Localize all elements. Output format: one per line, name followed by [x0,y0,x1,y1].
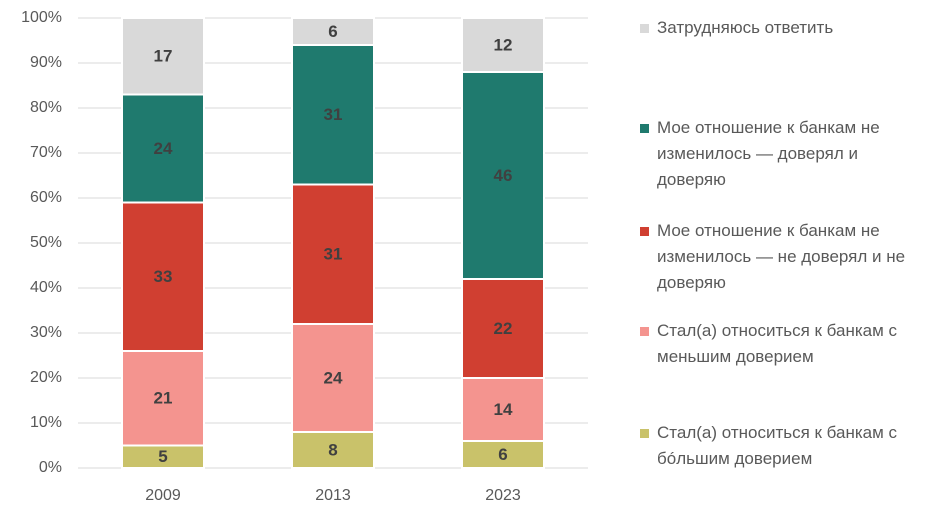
x-tick-label: 2009 [145,487,181,504]
data-label: 31 [324,105,343,124]
bar-segment [121,201,205,352]
legend-label: Стал(а) относиться к банкам с бóльшим до… [657,423,898,468]
y-tick-label: 70% [30,144,62,161]
legend-item: Стал(а) относиться к банкам с бóльшим до… [640,420,930,472]
y-tick-label: 100% [21,9,62,26]
y-tick-label: 60% [30,189,62,206]
legend-item: Мое отношение к банкам не изменилось — д… [640,115,930,193]
legend-item: Мое отношение к банкам не изменилось — н… [640,218,930,296]
data-label: 12 [494,35,513,54]
bar-segment [121,17,205,96]
legend-swatch [640,429,649,438]
bar-segment [291,17,375,46]
bar-segment [461,278,545,379]
y-tick-label: 50% [30,234,62,251]
data-label: 5 [158,447,167,466]
bar-segment [121,350,205,447]
y-tick-label: 90% [30,54,62,71]
data-label: 24 [154,139,173,158]
y-tick-label: 40% [30,279,62,296]
bar-segment [121,93,205,204]
y-tick-label: 80% [30,99,62,116]
x-tick-label: 2013 [315,487,351,504]
data-label: 24 [324,368,343,387]
y-tick-label: 30% [30,324,62,341]
data-label: 14 [494,400,513,419]
legend-swatch [640,24,649,33]
bar-segment [461,377,545,442]
data-label: 33 [154,267,173,286]
legend-label: Мое отношение к банкам не изменилось — н… [657,221,906,292]
legend-swatch [640,227,649,236]
legend-swatch [640,327,649,336]
bar-segment [461,17,545,73]
data-label: 22 [494,319,513,338]
y-tick-label: 0% [39,459,62,476]
data-label: 21 [154,389,173,408]
data-label: 46 [494,166,513,185]
bar-segment [461,440,545,469]
legend-item: Стал(а) относиться к банкам с меньшим до… [640,318,930,370]
data-label: 31 [324,245,343,264]
legend-item: Затрудняюсь ответить [640,15,930,41]
data-label: 8 [328,440,337,459]
legend-label: Стал(а) относиться к банкам с меньшим до… [657,321,898,366]
legend-swatch [640,124,649,133]
bar-segment [291,44,375,186]
data-label: 6 [498,445,507,464]
y-tick-label: 20% [30,369,62,386]
legend-label: Мое отношение к банкам не изменилось — д… [657,118,880,189]
x-tick-label: 2023 [485,487,521,504]
bar-segment [291,323,375,433]
data-label: 17 [154,47,173,66]
data-label: 6 [328,22,337,41]
y-tick-label: 10% [30,414,62,431]
legend-label: Затрудняюсь ответить [657,18,834,37]
